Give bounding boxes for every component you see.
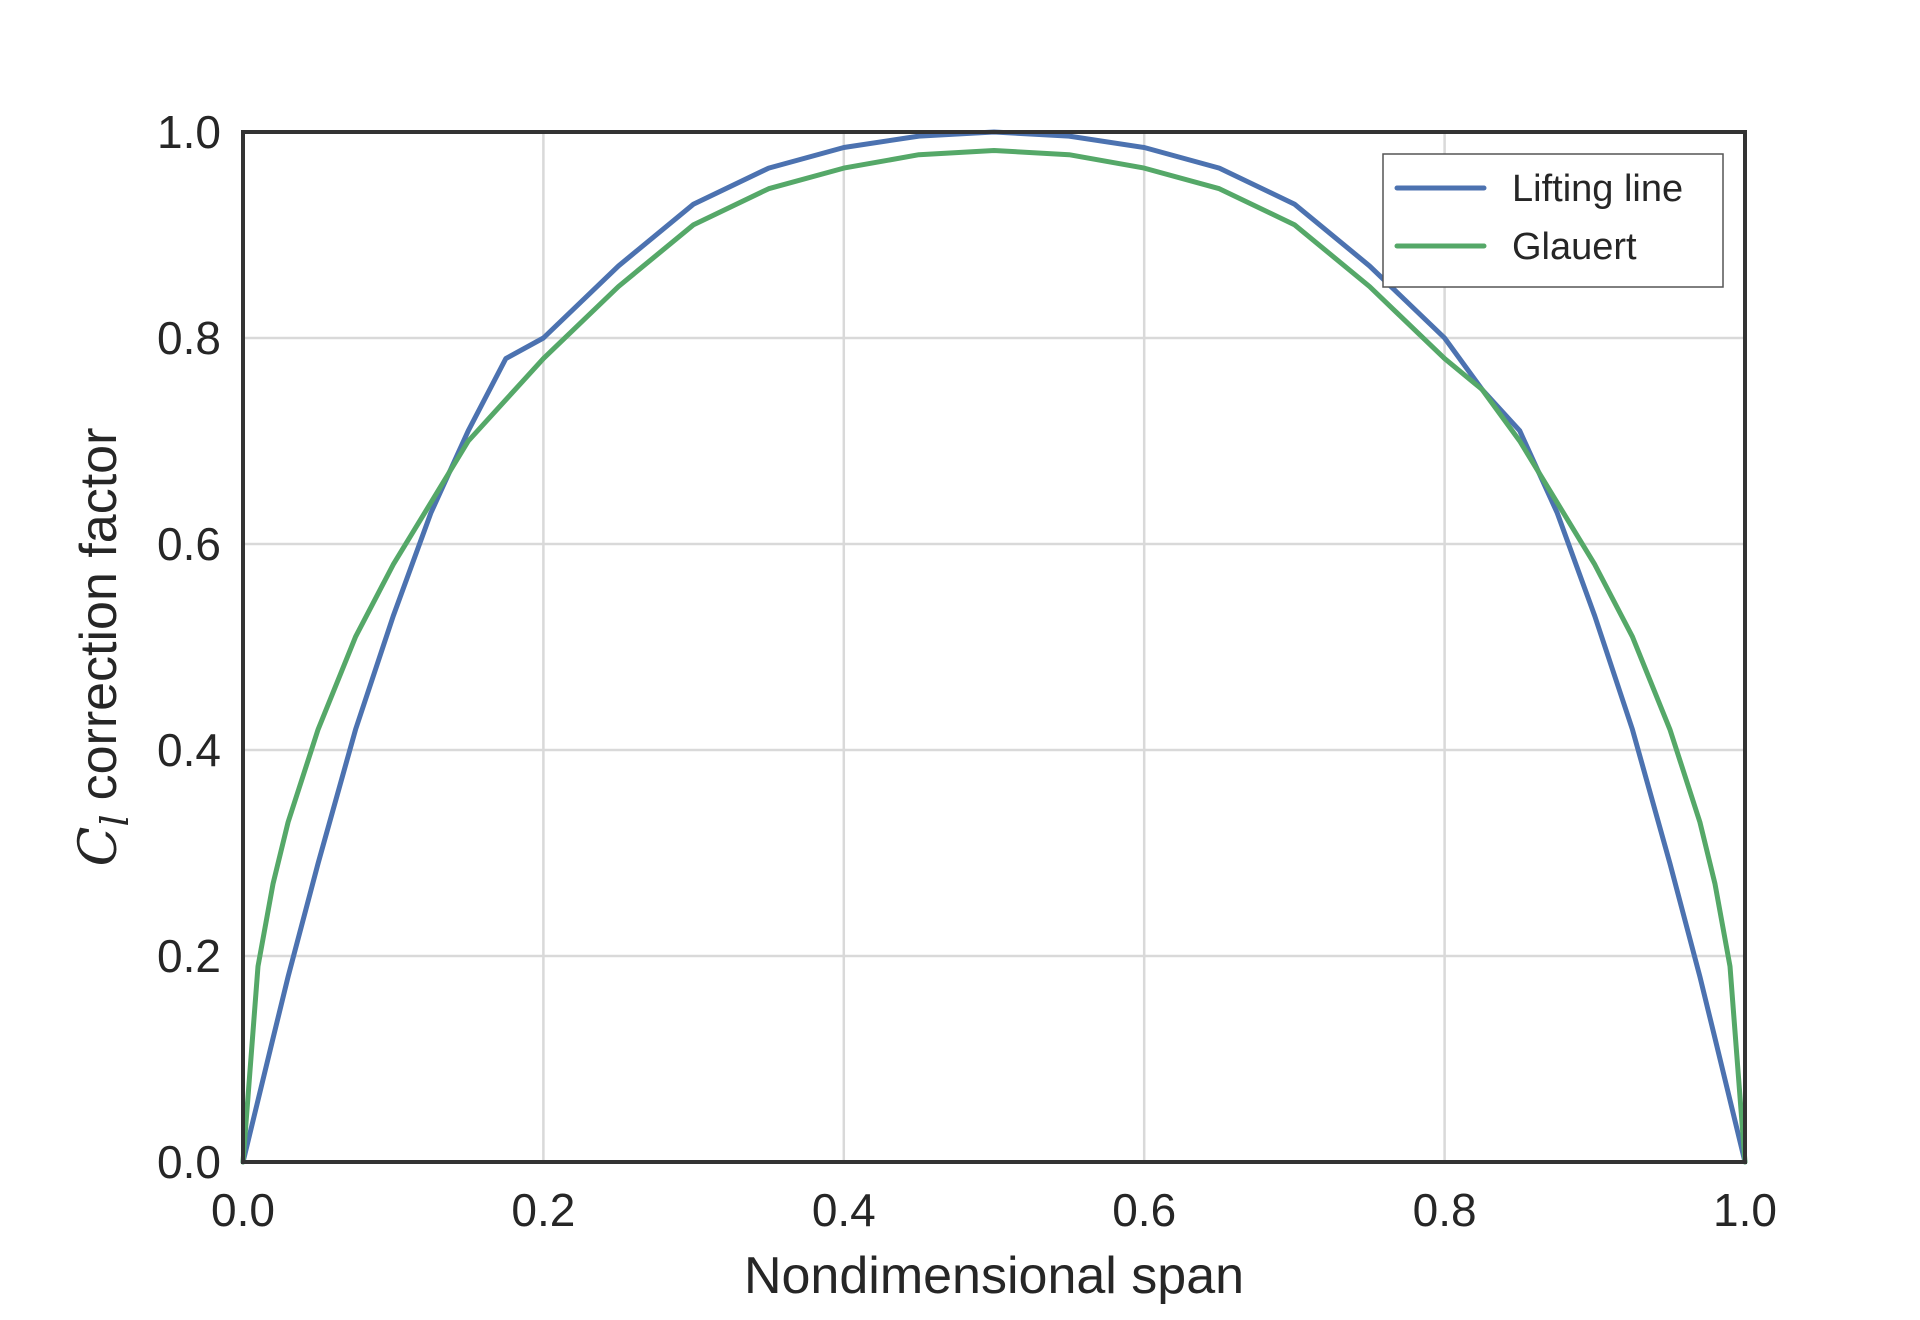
legend-label-lifting-line: Lifting line [1512,168,1683,210]
y-axis-label-text: correction factor [70,428,128,801]
x-tick-labels: 0.0 0.2 0.4 0.6 0.8 1.0 [211,1184,1777,1236]
y-axis-label-symbol: C [69,827,129,867]
series-line-glauert [240,148,1748,1165]
y-tick-label: 0.0 [157,1136,221,1188]
legend-frame [1382,153,1724,288]
legend: Lifting line Glauert [1382,153,1724,288]
plot-frame [241,130,1747,1164]
y-tick-label: 0.2 [157,930,221,982]
x-tick-label: 0.8 [1413,1184,1477,1236]
x-tick-label: 0.0 [211,1184,275,1236]
x-tick-label: 0.4 [812,1184,876,1236]
y-tick-label: 1.0 [157,106,221,158]
plot-area [243,132,1745,1162]
y-axis-label-subscript: l [93,814,137,826]
y-tick-labels: 0.0 0.2 0.4 0.6 0.8 1.0 [157,106,221,1188]
svg-text:Clcorrection factor: Cl correction factor [69,428,137,867]
legend-label-glauert: Glauert [1512,226,1637,268]
y-axis-label: Cl correction factor [69,428,137,867]
x-tick-label: 1.0 [1713,1184,1777,1236]
y-tick-label: 0.4 [157,724,221,776]
x-tick-label: 0.2 [511,1184,575,1236]
y-tick-label: 0.6 [157,518,221,570]
x-axis-label: Nondimensional span [744,1247,1244,1305]
x-tick-label: 0.6 [1112,1184,1176,1236]
y-tick-label: 0.8 [157,312,221,364]
